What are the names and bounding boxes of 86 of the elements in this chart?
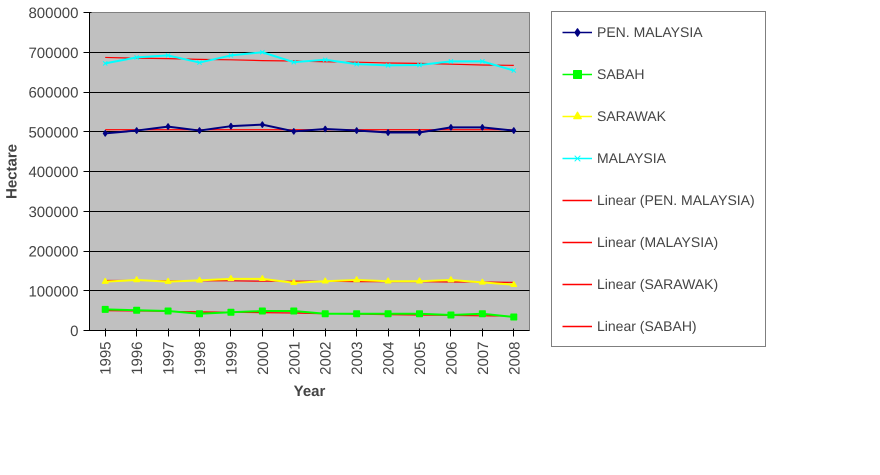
x-tick-label: 1995 — [98, 341, 115, 375]
point — [322, 57, 328, 62]
y-tick-label: 400000 — [28, 164, 79, 181]
point — [386, 129, 391, 136]
point — [258, 274, 266, 282]
point — [416, 62, 422, 68]
point — [384, 310, 392, 318]
x-tick-label: 2003 — [349, 341, 366, 375]
legend-label: SABAH — [597, 66, 644, 82]
point — [102, 306, 109, 313]
point — [385, 62, 391, 68]
y-tick-label: 300000 — [28, 204, 79, 221]
point — [322, 277, 329, 284]
point — [166, 123, 171, 130]
x-tick-label: 2006 — [443, 341, 460, 375]
point — [228, 52, 234, 58]
point — [134, 127, 140, 134]
point — [133, 276, 140, 282]
x-tick-label: 2000 — [254, 341, 272, 375]
point — [291, 60, 296, 65]
line-series — [104, 56, 514, 66]
y-tick-label: 200000 — [28, 244, 79, 260]
point — [196, 276, 203, 283]
legend-label: Linear (PEN. MALAYSIA) — [597, 192, 755, 208]
point — [134, 54, 140, 60]
point — [511, 127, 516, 134]
point — [165, 52, 171, 58]
point — [227, 308, 234, 316]
x-tick-label: 2008 — [506, 341, 524, 375]
x-axis-title: Year — [294, 382, 326, 400]
x-tick-label: 2005 — [412, 341, 429, 375]
x-tick-label: 2001 — [286, 341, 304, 375]
x-tick-label: 1998 — [192, 341, 209, 375]
x-tick-label: 2007 — [474, 341, 492, 375]
legend-label: MALAYSIA — [597, 150, 666, 166]
point — [322, 310, 329, 318]
x-tick-label: 1997 — [160, 341, 178, 375]
point — [478, 310, 486, 318]
point — [416, 310, 423, 318]
y-tick-label: 600000 — [28, 84, 79, 102]
legend-label: Linear (MALAYSIA) — [597, 234, 718, 250]
point — [260, 121, 265, 128]
point — [354, 62, 360, 67]
point — [448, 58, 454, 64]
point — [102, 130, 108, 137]
y-tick-label: 800000 — [28, 5, 79, 22]
y-axis-title: Hectare — [3, 144, 20, 200]
point — [290, 278, 298, 286]
legend-label: SARAWAK — [597, 108, 666, 124]
point — [102, 278, 109, 284]
point — [258, 308, 266, 315]
legend-label: Linear (SARAWAK) — [597, 276, 718, 292]
legend-label: PEN. MALAYSIA — [597, 24, 703, 40]
point — [164, 278, 172, 284]
y-tick-label: 100000 — [28, 283, 79, 300]
point — [322, 125, 328, 132]
point — [384, 277, 392, 284]
point — [353, 310, 360, 318]
legend-label: Linear (SABAH) — [597, 318, 697, 334]
point — [447, 276, 454, 282]
point — [416, 277, 423, 284]
point — [228, 122, 234, 130]
point — [164, 308, 172, 315]
y-tick-label: 500000 — [28, 124, 79, 142]
point — [447, 311, 454, 318]
point — [260, 50, 265, 55]
x-tick-label: 2002 — [318, 341, 335, 375]
point — [478, 278, 486, 285]
point — [353, 276, 360, 282]
point — [480, 124, 485, 131]
point — [291, 128, 296, 135]
point — [480, 58, 485, 64]
point — [448, 124, 454, 131]
point — [510, 313, 518, 320]
point — [354, 127, 360, 134]
point — [227, 274, 234, 282]
point — [196, 310, 203, 318]
y-tick-label: 700000 — [28, 44, 79, 62]
point — [290, 308, 298, 315]
point — [510, 280, 518, 288]
point — [133, 306, 140, 314]
x-tick-label: 1996 — [129, 341, 146, 375]
x-tick-label: 1999 — [223, 341, 240, 375]
point — [196, 60, 202, 66]
y-tick-label: 0 — [70, 323, 78, 340]
x-tick-label: 2004 — [380, 341, 398, 375]
